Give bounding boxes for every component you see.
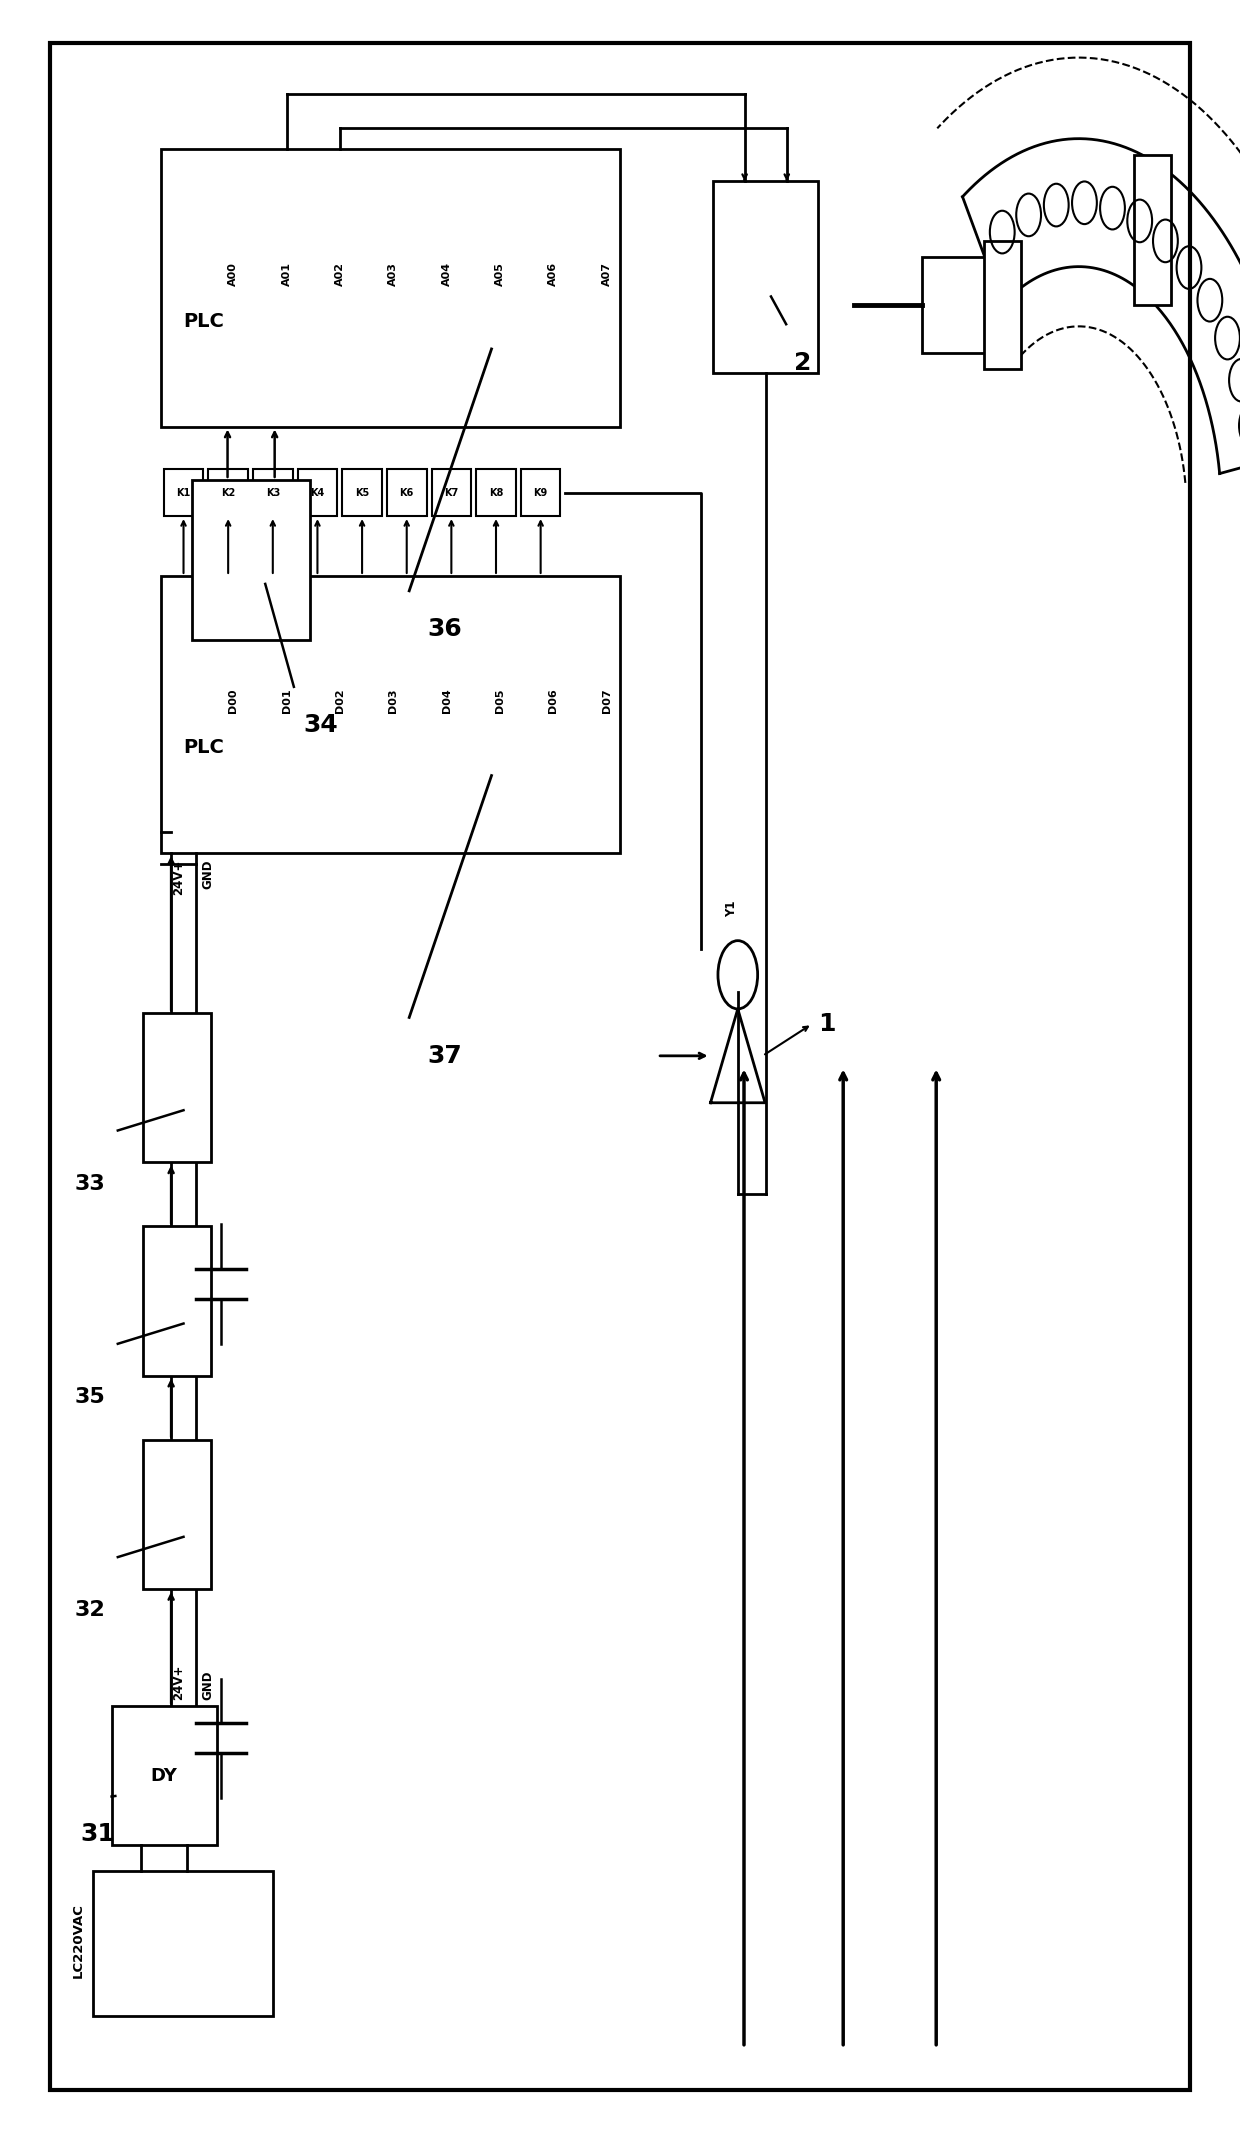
Text: A07: A07 [601,262,611,286]
Text: A03: A03 [388,262,398,286]
Text: 35: 35 [74,1386,105,1408]
Bar [432,469,471,516]
Text: D07: D07 [601,689,611,712]
Bar [143,1440,211,1589]
Bar [921,256,990,352]
Bar [161,576,620,853]
Text: K2: K2 [221,488,236,497]
Text: D05: D05 [495,689,505,712]
Bar [1135,156,1172,305]
Text: PLC: PLC [184,738,224,757]
Text: K4: K4 [310,488,325,497]
Bar [112,1706,217,1845]
Text: K6: K6 [399,488,414,497]
Text: D01: D01 [281,689,291,712]
Text: GND: GND [201,1670,213,1700]
Bar [342,469,382,516]
Text: D03: D03 [388,689,398,712]
Bar [521,469,560,516]
Bar [298,469,337,516]
Text: 34: 34 [304,712,339,738]
Text: PLC: PLC [184,311,224,331]
Text: GND: GND [201,860,213,889]
Text: K5: K5 [355,488,370,497]
Text: 37: 37 [428,1043,463,1069]
Bar [161,149,620,427]
Text: 2: 2 [794,350,811,375]
Bar [476,469,516,516]
Text: K8: K8 [489,488,503,497]
Text: 32: 32 [74,1600,105,1621]
Text: K3: K3 [265,488,280,497]
Text: A00: A00 [228,262,238,286]
Text: D02: D02 [335,689,345,712]
Text: A04: A04 [441,262,451,286]
Text: K1: K1 [176,488,191,497]
Bar [164,469,203,516]
Bar [93,1871,273,2016]
Text: D06: D06 [548,689,558,712]
Text: 1: 1 [818,1011,836,1037]
Text: LC220VAC: LC220VAC [72,1903,84,1979]
Text: D04: D04 [441,689,451,712]
Text: 33: 33 [74,1173,105,1194]
Text: A01: A01 [281,262,291,286]
Bar [983,241,1021,369]
Text: A02: A02 [335,262,345,286]
Text: Y1: Y1 [725,900,738,917]
Text: A05: A05 [495,262,505,286]
Text: DY: DY [151,1766,177,1785]
Text: 36: 36 [428,616,463,642]
Bar [143,1226,211,1376]
Bar [387,469,427,516]
Text: D00: D00 [228,689,238,712]
Text: A06: A06 [548,262,558,286]
Text: K9: K9 [533,488,548,497]
Bar [713,181,818,373]
Text: 24V+: 24V+ [172,860,185,896]
Text: 31: 31 [81,1822,115,1847]
Bar [143,1013,211,1162]
Text: K7: K7 [444,488,459,497]
Bar [208,469,248,516]
Bar [192,480,310,640]
Text: 24V+: 24V+ [172,1664,185,1700]
Bar [253,469,293,516]
